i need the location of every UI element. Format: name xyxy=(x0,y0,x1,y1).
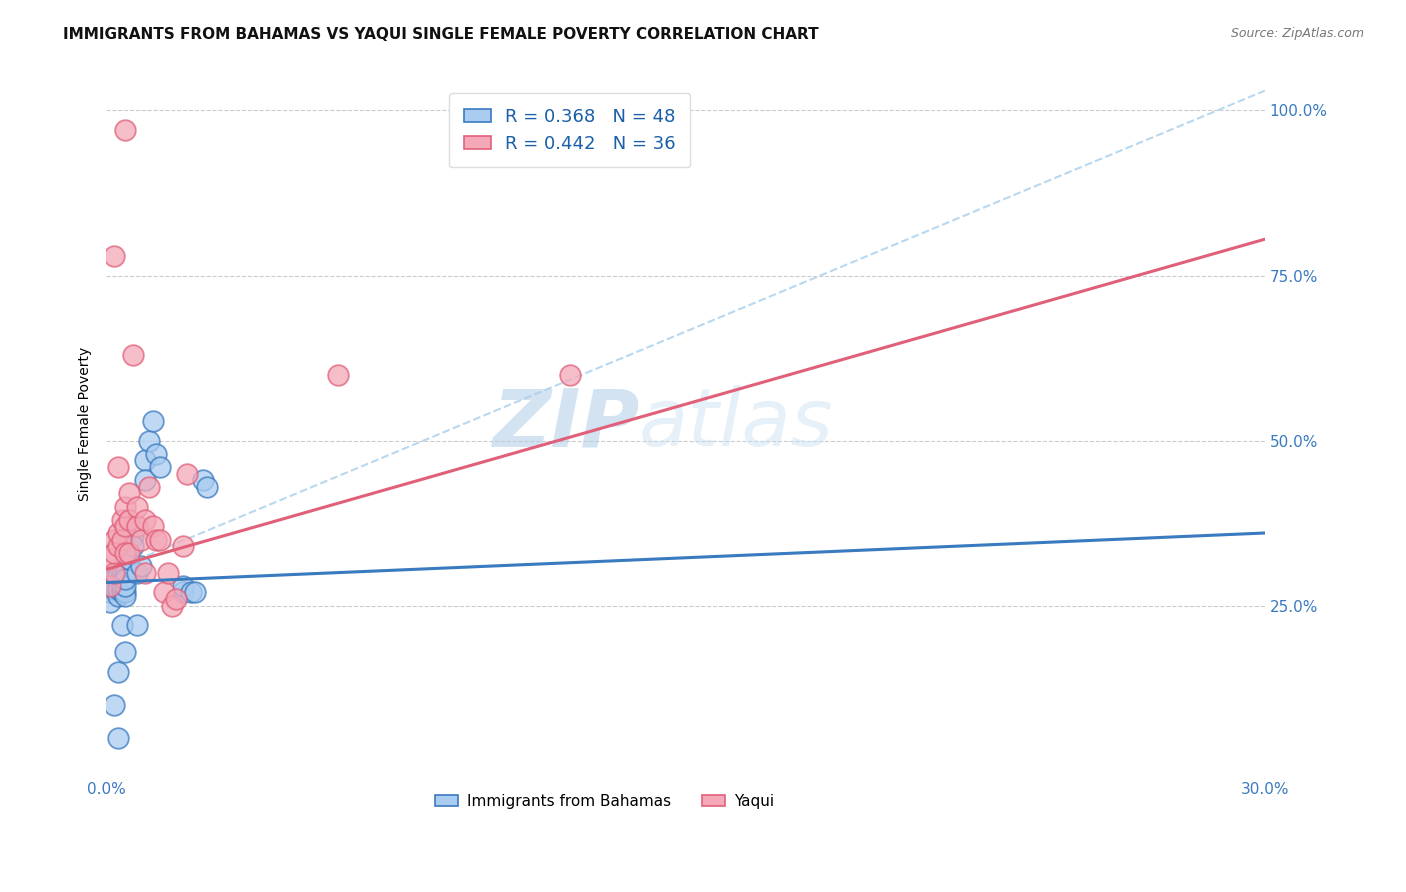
Point xyxy=(118,513,141,527)
Text: Source: ZipAtlas.com: Source: ZipAtlas.com xyxy=(1230,27,1364,40)
Point xyxy=(172,579,194,593)
Point xyxy=(149,533,172,547)
Point xyxy=(122,348,145,362)
Point xyxy=(191,473,214,487)
Point xyxy=(114,579,136,593)
Point xyxy=(103,572,125,586)
Text: ZIP: ZIP xyxy=(492,385,640,463)
Point xyxy=(122,529,145,543)
Legend: Immigrants from Bahamas, Yaqui: Immigrants from Bahamas, Yaqui xyxy=(429,788,780,815)
Point xyxy=(125,566,148,580)
Point xyxy=(114,519,136,533)
Point xyxy=(110,575,132,590)
Point xyxy=(103,698,125,712)
Y-axis label: Single Female Poverty: Single Female Poverty xyxy=(79,347,93,501)
Point xyxy=(125,519,148,533)
Point xyxy=(118,486,141,500)
Point xyxy=(138,434,160,448)
Point xyxy=(98,552,121,566)
Point xyxy=(176,467,198,481)
Point xyxy=(118,546,141,560)
Point xyxy=(107,665,129,679)
Point xyxy=(180,585,202,599)
Point xyxy=(114,585,136,599)
Point xyxy=(110,533,132,547)
Point xyxy=(134,513,156,527)
Point xyxy=(129,559,152,574)
Point xyxy=(110,618,132,632)
Point xyxy=(134,566,156,580)
Point xyxy=(558,368,581,382)
Point xyxy=(172,539,194,553)
Point xyxy=(98,585,121,599)
Point xyxy=(114,572,136,586)
Point xyxy=(103,249,125,263)
Point xyxy=(125,519,148,533)
Point xyxy=(107,731,129,745)
Point xyxy=(129,533,152,547)
Point xyxy=(114,500,136,514)
Point xyxy=(103,579,125,593)
Point xyxy=(110,582,132,596)
Point xyxy=(122,539,145,553)
Point xyxy=(107,582,129,596)
Point xyxy=(141,414,163,428)
Point xyxy=(103,546,125,560)
Point xyxy=(98,579,121,593)
Point xyxy=(160,599,183,613)
Point xyxy=(107,460,129,475)
Point xyxy=(125,500,148,514)
Point xyxy=(110,585,132,599)
Text: IMMIGRANTS FROM BAHAMAS VS YAQUI SINGLE FEMALE POVERTY CORRELATION CHART: IMMIGRANTS FROM BAHAMAS VS YAQUI SINGLE … xyxy=(63,27,818,42)
Point xyxy=(107,589,129,603)
Point xyxy=(114,589,136,603)
Point xyxy=(110,513,132,527)
Point xyxy=(165,592,187,607)
Point xyxy=(98,575,121,590)
Point xyxy=(110,579,132,593)
Point xyxy=(195,480,218,494)
Point xyxy=(110,566,132,580)
Point xyxy=(125,618,148,632)
Point xyxy=(172,585,194,599)
Point xyxy=(107,582,129,596)
Point xyxy=(103,533,125,547)
Point xyxy=(107,569,129,583)
Point xyxy=(107,526,129,541)
Point xyxy=(114,123,136,137)
Point xyxy=(103,575,125,590)
Point xyxy=(326,368,349,382)
Point xyxy=(114,645,136,659)
Point xyxy=(114,552,136,566)
Point xyxy=(107,575,129,590)
Point xyxy=(145,447,167,461)
Point xyxy=(134,473,156,487)
Point xyxy=(114,546,136,560)
Point xyxy=(153,585,176,599)
Point xyxy=(145,533,167,547)
Point xyxy=(103,566,125,580)
Point xyxy=(118,552,141,566)
Point xyxy=(98,595,121,609)
Point xyxy=(118,533,141,547)
Point xyxy=(103,582,125,596)
Point xyxy=(107,539,129,553)
Point xyxy=(149,460,172,475)
Point xyxy=(184,585,207,599)
Point xyxy=(134,453,156,467)
Point xyxy=(156,566,179,580)
Point xyxy=(141,519,163,533)
Text: atlas: atlas xyxy=(640,385,834,463)
Point xyxy=(138,480,160,494)
Point xyxy=(114,566,136,580)
